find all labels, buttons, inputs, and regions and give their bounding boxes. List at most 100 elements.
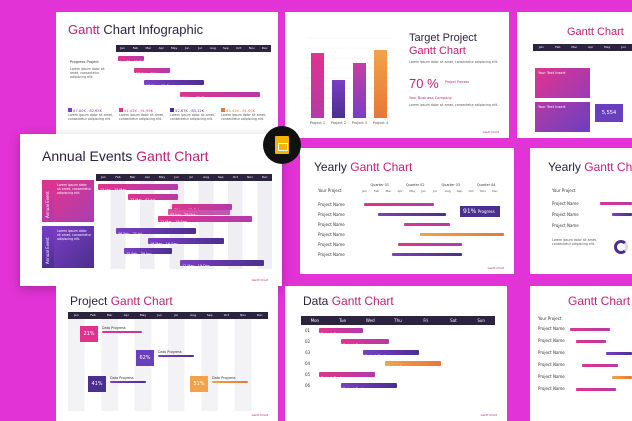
row-label: Project Name xyxy=(538,386,565,391)
row-label: Project Name xyxy=(318,252,345,257)
gantt-bar xyxy=(612,376,632,379)
gantt-bar xyxy=(600,202,632,205)
text-box: Lorem ipsum dolor sit amet, consectetur … xyxy=(54,226,94,268)
progress-label: Progress Project xyxy=(70,60,99,64)
item-label: Data Progress xyxy=(110,376,134,380)
gantt-bar: Project Business xyxy=(319,328,363,336)
percent-badge: 51% xyxy=(190,376,208,392)
text-box: Your Text Insert xyxy=(535,102,590,132)
slide-gantt-infographic[interactable]: Gantt Chart Infographic Jan Feb Mar Apr May J… xyxy=(56,12,278,138)
gantt-bar: 12 May - 19 Dec xyxy=(180,260,264,268)
gantt-bar: 12 Mar - 15 Sep xyxy=(158,216,252,224)
row-number: 01 xyxy=(305,328,311,333)
gantt-bar xyxy=(392,253,462,256)
percent-label: Project Process xyxy=(445,80,470,84)
slide-gantt-partial-right[interactable]: Gantt Chart Jan Feb Mar Apr May Jun Your Text… xyxy=(517,12,632,138)
gantt-bar: 12 Jan - 15 May xyxy=(98,184,178,192)
item-label: Data Progress xyxy=(212,376,236,380)
gantt-bar xyxy=(570,328,610,331)
chart-bar xyxy=(331,80,346,118)
row-label: Project Name xyxy=(538,326,565,331)
month-header: Jan Feb Mar Apr May Jun Jul Aug Sep Oct Nov Dec xyxy=(96,174,272,181)
row-label: Project Name xyxy=(552,201,579,206)
gantt-bar: 28 Feb - 01 Jun xyxy=(134,68,170,76)
row-label: Project Name xyxy=(318,212,345,217)
row-label: Project Name xyxy=(552,223,579,228)
row-label: Project Name xyxy=(318,242,345,247)
slide-title: Yearly Gantt Chart xyxy=(314,160,413,174)
body-text: Lorem ipsum dolor sit amet, consectetur … xyxy=(409,60,498,64)
gantt-bar xyxy=(576,340,606,343)
slide-gantt-partial-bottom[interactable]: Gantt Chart Your Project Project Name Pr… xyxy=(530,286,632,421)
gantt-bar xyxy=(398,243,462,246)
percent-badge: 41% xyxy=(88,376,106,392)
chart-bar xyxy=(352,63,367,118)
row-number: 03 xyxy=(305,350,311,355)
slide-title: Data Gantt Chart xyxy=(303,294,394,308)
chart-bar xyxy=(373,50,388,118)
tick-label: Project 1 xyxy=(310,121,325,125)
progress-line xyxy=(212,381,248,383)
row-label: Project Name xyxy=(318,232,345,237)
row-number: 02 xyxy=(305,339,311,344)
body-text: Lorem ipsum dolor sit amet, consectetur … xyxy=(552,238,597,246)
gantt-bar xyxy=(606,352,632,355)
progress-line xyxy=(110,381,146,383)
footer: Gantt Chart xyxy=(251,413,268,417)
tick-label: Project 4 xyxy=(373,121,389,125)
row-label: Project Name xyxy=(538,362,565,367)
row-label: Project Name xyxy=(538,350,565,355)
slide-target-project[interactable]: Project 1 Project 2 Project 3 Project 4 Tar… xyxy=(285,12,509,138)
your-project-label: Your Project xyxy=(538,316,562,321)
body-text: Lorem ipsum dolor sit amet, consectetur … xyxy=(409,103,498,107)
body-text: Lorem ipsum dolor sit amet, consectetur … xyxy=(70,67,105,79)
slide-title: Project Gantt Chart xyxy=(70,294,173,308)
chart-bar xyxy=(310,53,325,118)
google-slides-icon xyxy=(275,136,289,154)
grid xyxy=(68,319,268,411)
month-row: Jan Feb Mar Apr May Jun Jul Aug Sep Oct Nov Dec xyxy=(362,189,498,193)
progress-line xyxy=(102,331,142,333)
month-header: Jan Feb Mar Apr May Jun Jul Aug Sep Oct Nov Dec xyxy=(116,45,271,52)
slide-data-gantt[interactable]: Data Gantt Chart Mon Tue Wed Thu Fri Sat Sun 0… xyxy=(285,286,507,421)
value-badge: 5,554 xyxy=(595,104,623,122)
side-band: Annual Event xyxy=(42,226,54,268)
donut-icon xyxy=(614,240,628,254)
gantt-bar xyxy=(378,213,446,216)
company-name: Your Business Company xyxy=(409,96,452,100)
your-project-label: Your Project xyxy=(552,188,576,193)
row-number: 06 xyxy=(305,383,311,388)
progress-line xyxy=(158,355,194,357)
item-label: Data Progress xyxy=(102,326,126,330)
quarter-header: Quarter 01 Quarter 02 Quarter 03 Quarter 04 xyxy=(370,183,496,187)
footer: Gantt Chart xyxy=(480,413,497,417)
stats-row: 67.80K - 82,65K Lorem ipsum dolor sit ame… xyxy=(68,108,266,121)
your-project-label: Your Project xyxy=(318,188,342,193)
slide-project-gantt[interactable]: Project Gantt Chart Jan Feb Mar Apr May Jun Ju… xyxy=(56,286,278,421)
grid xyxy=(96,181,272,269)
gantt-bar: 06 Feb - 21 Jul xyxy=(116,228,196,236)
slide-annual-events[interactable]: Annual Events Gantt Chart Annual Event L… xyxy=(20,134,282,286)
gantt-bar xyxy=(612,213,632,216)
slide-title: Annual Events Gantt Chart xyxy=(42,148,209,164)
row-label: Project Name xyxy=(552,212,579,217)
slide-yearly-gantt-partial[interactable]: Yearly Gantt Chart Your Project Project … xyxy=(530,148,632,274)
slide-yearly-gantt[interactable]: Yearly Gantt Chart Your Project Quarter … xyxy=(300,148,514,274)
slide-title: Yearly Gantt Chart xyxy=(548,160,632,174)
item-label: Data Progress xyxy=(158,350,182,354)
row-label: Project Name xyxy=(318,202,345,207)
gantt-bar: Jan 01 - 15 Feb xyxy=(118,56,145,64)
gantt-bar: 07 Mar - 15 Sep xyxy=(144,80,204,88)
gantt-bar xyxy=(582,364,618,367)
day-header: Mon Tue Wed Thu Fri Sat Sun xyxy=(301,316,495,325)
gantt-bar: Project Business xyxy=(363,350,419,358)
gantt-bar: 27 Mar - 01 Jul xyxy=(128,194,178,202)
percent-value: 70 % xyxy=(409,76,439,91)
slide-title: Gantt Chart xyxy=(568,294,631,308)
row-number: 05 xyxy=(305,372,311,377)
tick-label: Project 3 xyxy=(352,121,367,125)
row-label: Project Name xyxy=(318,222,345,227)
gantt-bar: Project Business xyxy=(341,383,397,391)
slide-subtitle: Gantt Chart xyxy=(409,45,466,57)
gantt-bar xyxy=(404,223,450,226)
